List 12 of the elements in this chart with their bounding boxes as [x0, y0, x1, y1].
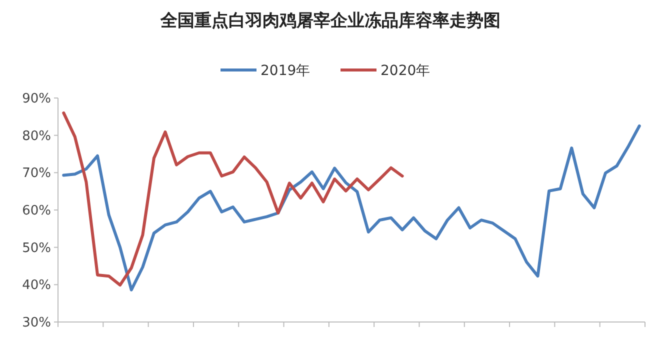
chart-title: 全国重点白羽肉鸡屠宰企业冻品库容率走势图 [160, 11, 500, 31]
y-tick-label: 30% [22, 316, 51, 331]
y-tick-label: 80% [22, 128, 51, 144]
line-series [62, 111, 404, 287]
y-tick-label: 60% [22, 204, 51, 219]
y-tick-label: 90% [22, 92, 51, 107]
line-series [62, 124, 641, 292]
y-tick-label: 70% [22, 166, 51, 182]
legend-label: 2019年 [260, 62, 310, 79]
y-tick-label: 50% [22, 240, 51, 256]
y-tick-label: 40% [22, 278, 51, 294]
legend-label: 2020年 [380, 62, 430, 79]
